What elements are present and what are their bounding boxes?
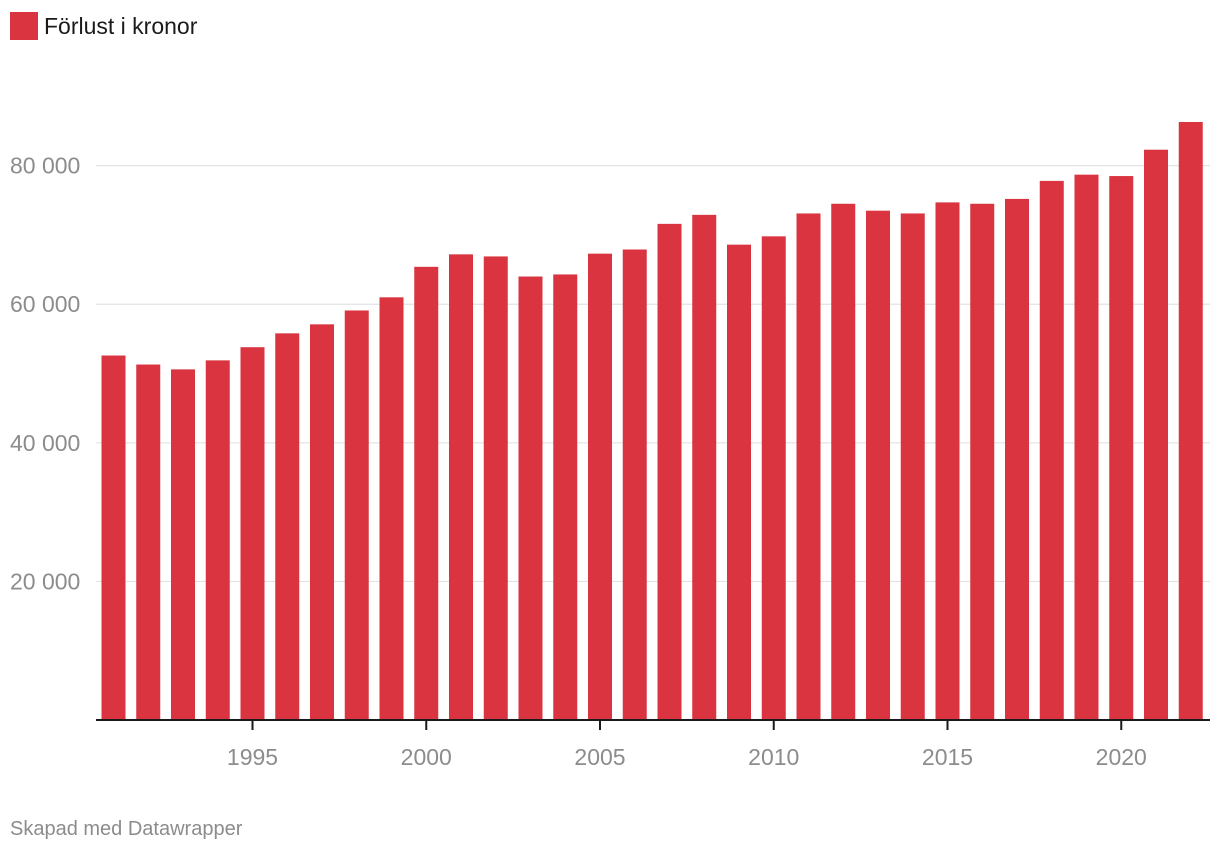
x-tick-label: 2020 — [1096, 744, 1147, 770]
x-tick-label: 2000 — [401, 744, 452, 770]
legend-swatch — [10, 12, 38, 40]
legend: Förlust i kronor — [10, 12, 197, 40]
bar-2007 — [657, 223, 682, 720]
bar-1998 — [344, 310, 369, 720]
bar-2021 — [1144, 149, 1168, 720]
bar-2017 — [1005, 198, 1029, 720]
legend-label: Förlust i kronor — [44, 12, 198, 39]
x-tick-label: 2015 — [922, 744, 973, 770]
bar-2011 — [796, 213, 821, 720]
bar-2008 — [692, 214, 717, 720]
bar-2015 — [935, 202, 960, 720]
bar-2018 — [1039, 180, 1064, 721]
bar-2016 — [970, 203, 995, 720]
bar-2005 — [588, 253, 612, 720]
bars — [101, 122, 1203, 721]
y-axis-labels: 20 000 40 000 60 000 80 000 — [10, 153, 80, 595]
x-tick-label: 2005 — [574, 744, 625, 770]
bar-2012 — [831, 203, 856, 720]
x-tick-label: 1995 — [227, 744, 278, 770]
y-tick-label: 60 000 — [10, 291, 80, 317]
bar-1995 — [240, 347, 265, 720]
bar-1992 — [136, 364, 161, 720]
bar-2019 — [1074, 174, 1099, 720]
y-tick-label: 80 000 — [10, 153, 80, 179]
bar-2006 — [622, 249, 647, 720]
y-tick-label: 20 000 — [10, 568, 80, 594]
bar-1994 — [205, 360, 230, 720]
bar-2013 — [866, 210, 890, 720]
bar-2003 — [518, 276, 543, 720]
y-tick-label: 40 000 — [10, 430, 80, 456]
bar-1993 — [171, 369, 195, 720]
bar-2022 — [1178, 122, 1203, 720]
bar-2002 — [483, 256, 508, 720]
bar-2001 — [449, 254, 473, 720]
bar-1996 — [275, 333, 300, 720]
footer-credit: Skapad med Datawrapper — [10, 818, 243, 840]
bar-2000 — [414, 266, 439, 720]
bar-2014 — [900, 213, 925, 720]
bar-1999 — [379, 297, 404, 720]
bar-1991 — [101, 355, 126, 720]
bar-2009 — [727, 244, 751, 720]
bar-2010 — [761, 236, 786, 720]
bar-chart: 20 000 40 000 60 000 80 000 1995 2000 2005 201… — [10, 122, 1210, 770]
bar-2020 — [1109, 176, 1134, 721]
bar-1997 — [310, 324, 334, 720]
bar-2004 — [553, 274, 578, 720]
x-axis-ticks: 1995 2000 2005 2010 2015 2020 — [227, 720, 1147, 770]
x-tick-label: 2010 — [748, 744, 799, 770]
